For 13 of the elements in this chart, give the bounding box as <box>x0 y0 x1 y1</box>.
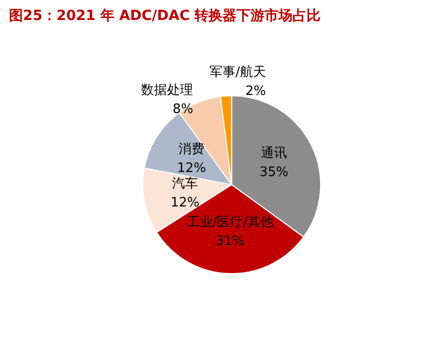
slice-label: 消费 <box>178 142 205 158</box>
slice-label: 工业/医疗/其他 <box>186 215 274 230</box>
slice-label: 通讯 <box>260 146 287 162</box>
chart-title: 图25：2021 年 ADC/DAC 转换器下游市场占比 <box>9 7 321 24</box>
data-label: 35% <box>259 165 288 180</box>
slice-label: 汽车 <box>172 176 198 192</box>
data-label: 12% <box>170 196 200 211</box>
data-label: 31% <box>216 234 245 250</box>
slice-label: 军事/航天 <box>210 64 266 80</box>
slice-label: 数据处理 <box>141 83 194 98</box>
data-label: 12% <box>177 161 206 176</box>
data-label: 2% <box>245 84 266 99</box>
data-label: 8% <box>172 102 194 118</box>
